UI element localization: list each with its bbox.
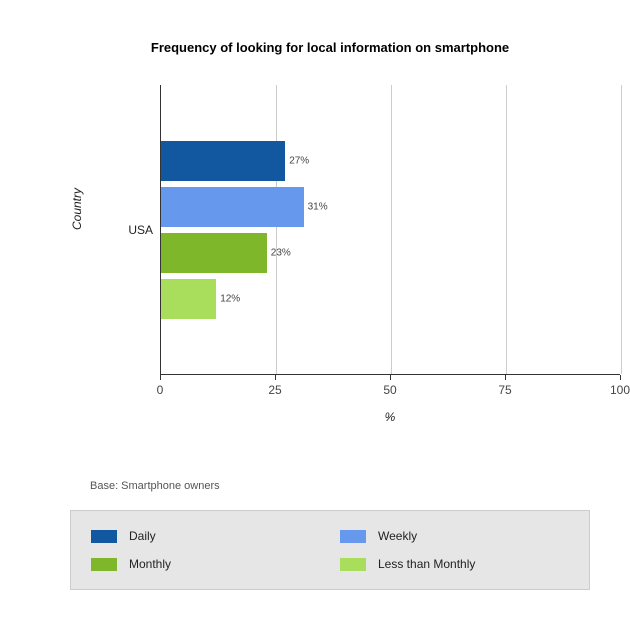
legend-item-monthly: Monthly xyxy=(91,557,320,571)
legend-swatch xyxy=(91,558,117,571)
x-tick-mark xyxy=(160,375,161,380)
category-label: USA xyxy=(128,223,153,237)
x-tick-label: 75 xyxy=(498,383,511,397)
bar-value-label: 27% xyxy=(289,156,309,167)
x-tick-label: 0 xyxy=(157,383,164,397)
gridline xyxy=(506,85,507,374)
x-tick-mark xyxy=(390,375,391,380)
bar-value-label: 12% xyxy=(220,294,240,305)
legend-swatch xyxy=(340,530,366,543)
gridline xyxy=(391,85,392,374)
chart-title: Frequency of looking for local informati… xyxy=(60,30,600,55)
x-tick-label: 25 xyxy=(268,383,281,397)
legend-label: Monthly xyxy=(129,557,171,571)
x-tick-mark xyxy=(275,375,276,380)
bar-monthly: 23% xyxy=(161,233,267,273)
footnote: Base: Smartphone owners xyxy=(90,480,220,492)
x-tick-mark xyxy=(620,375,621,380)
legend-item-daily: Daily xyxy=(91,529,320,543)
bar-weekly: 31% xyxy=(161,187,304,227)
y-axis-label: Country xyxy=(70,188,84,230)
legend-item-less-than-monthly: Less than Monthly xyxy=(340,557,569,571)
x-axis-ticks: 0255075100 xyxy=(160,375,620,395)
legend-label: Weekly xyxy=(378,529,417,543)
plot-wrap: 27%31%23%12%USA 0255075100 % xyxy=(120,85,600,415)
chart-container: Frequency of looking for local informati… xyxy=(60,30,600,450)
bar-value-label: 31% xyxy=(308,202,328,213)
plot-area: 27%31%23%12%USA xyxy=(160,85,620,375)
legend-swatch xyxy=(91,530,117,543)
x-tick-mark xyxy=(505,375,506,380)
legend-swatch xyxy=(340,558,366,571)
x-tick-label: 100 xyxy=(610,383,630,397)
legend-label: Less than Monthly xyxy=(378,557,475,571)
gridline xyxy=(621,85,622,374)
legend: Daily Weekly Monthly Less than Monthly xyxy=(70,510,590,590)
legend-item-weekly: Weekly xyxy=(340,529,569,543)
legend-label: Daily xyxy=(129,529,156,543)
bar-value-label: 23% xyxy=(271,248,291,259)
bar-daily: 27% xyxy=(161,141,285,181)
bar-less-than-monthly: 12% xyxy=(161,279,216,319)
x-axis-label: % xyxy=(160,410,620,424)
gridline xyxy=(276,85,277,374)
x-tick-label: 50 xyxy=(383,383,396,397)
